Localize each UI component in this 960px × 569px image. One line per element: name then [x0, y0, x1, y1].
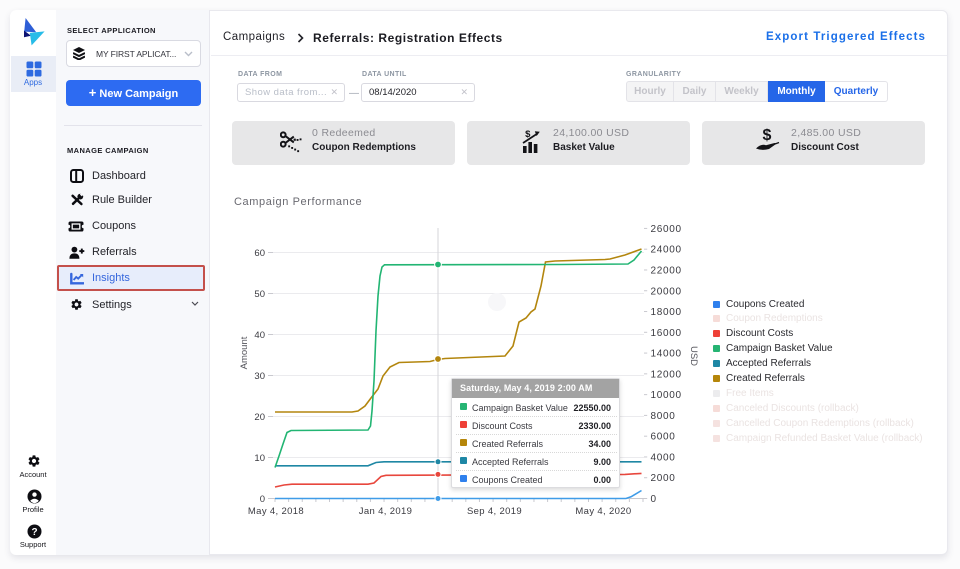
svg-text:20000: 20000	[651, 286, 682, 297]
svg-text:24000: 24000	[651, 245, 682, 256]
svg-text:40: 40	[254, 330, 265, 341]
svg-text:30: 30	[254, 371, 265, 382]
svg-text:May 4, 2020: May 4, 2020	[575, 506, 631, 517]
svg-text:18000: 18000	[651, 307, 682, 318]
svg-text:10: 10	[254, 453, 265, 464]
svg-text:50: 50	[254, 289, 265, 300]
svg-text:Amount: Amount	[239, 336, 250, 369]
svg-text:0: 0	[651, 494, 657, 505]
svg-text:16000: 16000	[651, 328, 682, 339]
svg-text:USD: USD	[688, 346, 699, 366]
svg-text:20: 20	[254, 412, 265, 423]
svg-text:6000: 6000	[651, 432, 676, 443]
svg-text:?: ?	[31, 527, 37, 538]
svg-text:0: 0	[260, 494, 265, 505]
svg-text:Jan 4, 2019: Jan 4, 2019	[359, 506, 413, 517]
svg-text:60: 60	[254, 248, 265, 259]
svg-text:26000: 26000	[651, 224, 682, 235]
svg-text:2000: 2000	[651, 473, 676, 484]
svg-text:$: $	[763, 127, 772, 144]
svg-text:14000: 14000	[651, 349, 682, 360]
svg-text:Sep 4, 2019: Sep 4, 2019	[467, 506, 522, 517]
svg-text:8000: 8000	[651, 411, 676, 422]
svg-text:$: $	[525, 129, 531, 140]
svg-text:May 4, 2018: May 4, 2018	[248, 506, 304, 517]
svg-text:4000: 4000	[651, 452, 676, 463]
svg-text:22000: 22000	[651, 265, 682, 276]
svg-text:12000: 12000	[651, 369, 682, 380]
svg-text:10000: 10000	[651, 390, 682, 401]
